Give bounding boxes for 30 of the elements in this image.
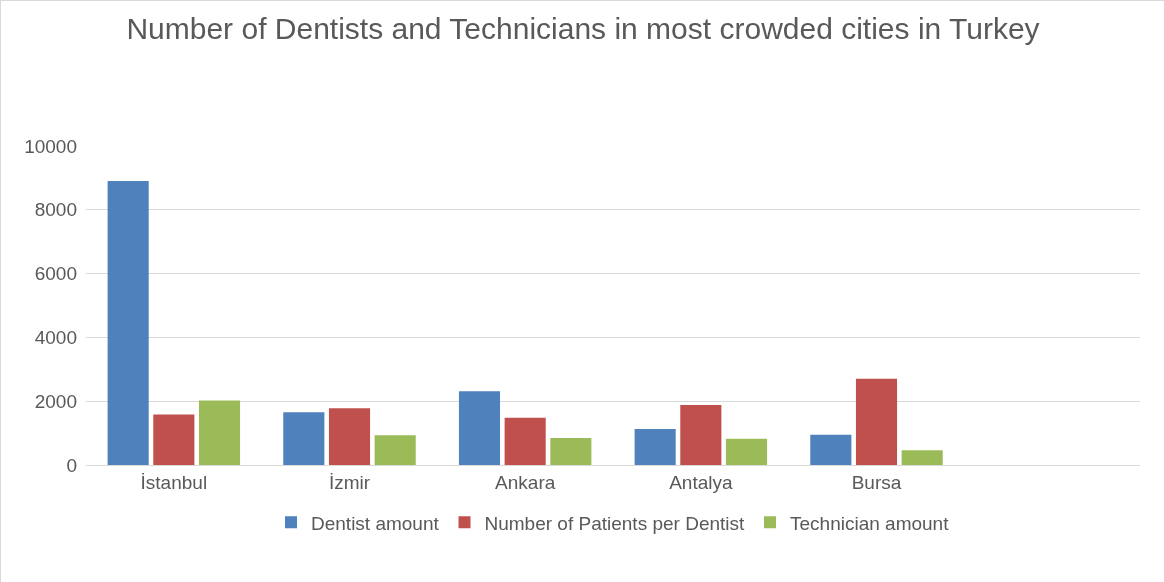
- bar: [283, 412, 325, 465]
- bar: [153, 414, 195, 465]
- legend-label: Dentist amount: [311, 512, 440, 534]
- bar: [374, 435, 416, 465]
- bar: [901, 450, 943, 465]
- bar: [458, 391, 501, 465]
- y-tick-label: 2000: [34, 390, 77, 412]
- bar: [550, 437, 592, 465]
- bar: [504, 417, 546, 465]
- y-tick-label: 6000: [34, 263, 77, 285]
- y-tick-label: 10000: [24, 135, 77, 157]
- legend-label: Technician amount: [790, 512, 950, 534]
- x-tick-label: İstanbul: [140, 471, 208, 493]
- bar: [855, 378, 898, 465]
- bar: [725, 438, 768, 465]
- bar: [107, 181, 149, 465]
- x-tick-label: İzmir: [328, 471, 371, 493]
- bar: [198, 400, 241, 465]
- legend-label: Number of Patients per Dentist: [484, 512, 746, 534]
- y-tick-label: 0: [66, 454, 77, 476]
- bar: [810, 434, 852, 465]
- y-tick-label: 8000: [34, 199, 77, 221]
- x-tick-label: Bursa: [851, 471, 902, 493]
- x-tick-label: Antalya: [669, 471, 733, 493]
- y-tick-label: 4000: [34, 327, 77, 349]
- bar: [328, 408, 371, 465]
- x-tick-label: Ankara: [495, 471, 556, 493]
- bar: [634, 428, 676, 465]
- bar: [680, 405, 722, 465]
- chart-title: Number of Dentists and Technicians in most crowded cities in Turkey: [126, 12, 1040, 46]
